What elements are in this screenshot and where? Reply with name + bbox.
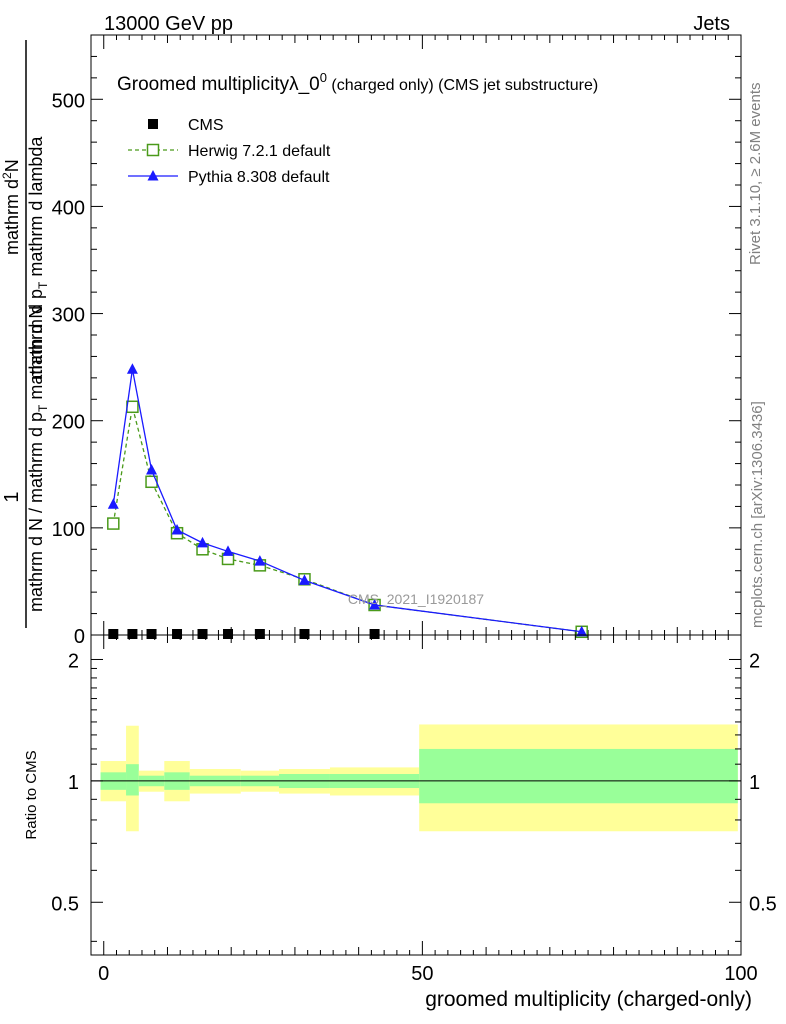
data-point-cms	[223, 629, 234, 639]
ratio-band-inner	[126, 764, 139, 796]
x-tick-label: 0	[98, 963, 109, 985]
data-point-cms	[108, 629, 119, 639]
plot-title-suffix: (charged only) (CMS jet substructure)	[327, 77, 598, 94]
data-point-pythia	[222, 545, 234, 556]
series-line	[112, 369, 582, 633]
legend-marker	[146, 143, 160, 157]
main-y-tick-label: 300	[52, 305, 85, 327]
plot-title-sup: 0	[320, 70, 327, 85]
x-tick-label: 100	[724, 963, 757, 985]
data-point-cms	[254, 629, 265, 639]
ylabel-one: 1	[1, 491, 23, 502]
series-0	[108, 629, 380, 639]
data-point-cms	[146, 629, 157, 639]
data-point-pythia	[369, 599, 381, 610]
ratio-y-tick-label-left: 0.5	[51, 893, 79, 915]
legend-marker	[148, 119, 158, 129]
ylabel-denominator: mathrm d pT mathrm d lambda	[26, 136, 50, 380]
plot-title-main: Groomed multiplicityλ_0	[117, 74, 320, 95]
ratio-plot: 0 50 100 0.5 0.5 1 1 2 2	[51, 634, 777, 985]
legend-label: Herwig 7.2.1 default	[188, 143, 331, 160]
ratio-y-tick-label-left: 2	[68, 650, 79, 672]
main-y-tick-label: 0	[74, 626, 85, 648]
rivet-label: Rivet 3.1.10, ≥ 2.6M events	[747, 83, 764, 266]
legend: CMS Herwig 7.2.1 default Pythia 8.308 defa…	[128, 117, 331, 186]
data-point-pythia	[146, 464, 158, 475]
data-point-pythia	[197, 536, 209, 548]
data-point-cms	[172, 629, 183, 639]
header-left: 13000 GeV pp	[104, 13, 233, 35]
legend-label: CMS	[188, 117, 224, 134]
data-point-pythia	[576, 625, 588, 637]
data-point-pythia	[171, 524, 183, 535]
main-y-tick-label: 200	[52, 412, 85, 434]
ratio-band-inner	[419, 748, 738, 804]
data-point-pythia	[126, 363, 138, 374]
plot-title: Groomed multiplicityλ_00 (charged only) …	[117, 70, 598, 95]
ylabel-denominator-left: mathrm d N / mathrm d pT mathrm d N	[26, 306, 50, 612]
main-y-tick-label: 400	[52, 197, 85, 219]
ratio-y-tick-label-right: 1	[749, 772, 760, 794]
ratio-y-tick-label-right: 2	[749, 650, 760, 672]
data-point-pythia	[254, 555, 266, 566]
ylabel-numerator: mathrm d2N	[0, 159, 22, 255]
main-y-tick-label: 100	[52, 519, 85, 541]
main-plot: 0 100 200 300 400 500	[52, 34, 742, 648]
data-point-cms	[299, 629, 310, 639]
data-point-cms	[197, 629, 208, 639]
ratio-frame	[90, 634, 742, 956]
ratio-y-tick-label-right: 0.5	[749, 893, 777, 915]
data-point-pythia	[298, 574, 310, 585]
x-tick-label: 50	[411, 963, 433, 985]
ratio-y-tick-label-left: 1	[68, 772, 79, 794]
series-2	[107, 363, 588, 637]
header-right: Jets	[693, 13, 730, 35]
data-point-cms	[127, 629, 138, 639]
data-point-herwig	[107, 517, 120, 530]
main-y-tick-label: 500	[52, 90, 85, 112]
mcplots-label: mcplots.cern.ch [arXiv:1306.3436]	[749, 401, 766, 628]
watermark: CMS_2021_I1920187	[348, 591, 484, 607]
legend-marker	[147, 170, 159, 181]
x-axis-label: groomed multiplicity (charged-only)	[425, 988, 752, 1011]
main-y-label: 1 mathrm d N / mathrm d pT mathrm d N ma…	[0, 40, 50, 628]
data-point-herwig	[126, 400, 139, 414]
legend-label: Pythia 8.308 default	[188, 169, 330, 186]
ratio-y-label: Ratio to CMS	[23, 750, 40, 839]
data-point-cms	[369, 629, 380, 639]
data-point-pythia	[107, 498, 119, 509]
